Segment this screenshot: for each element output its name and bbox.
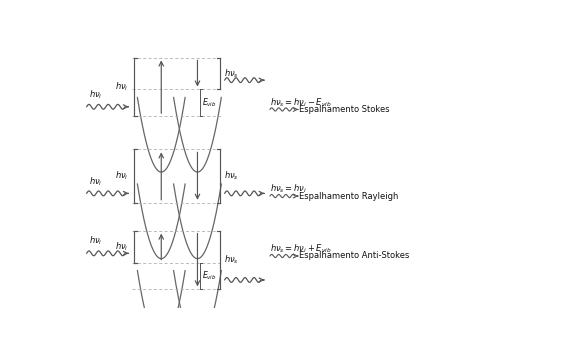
Text: $h\nu_s = h\nu_i + E_{vib}$: $h\nu_s = h\nu_i + E_{vib}$ (270, 243, 332, 255)
Text: $h\nu_i$: $h\nu_i$ (115, 81, 128, 93)
Text: Espalhamento Stokes: Espalhamento Stokes (299, 105, 390, 114)
Text: $h\nu_i$: $h\nu_i$ (89, 89, 102, 101)
Text: $h\nu_i$: $h\nu_i$ (115, 170, 128, 182)
Text: Espalhamento Anti-Stokes: Espalhamento Anti-Stokes (299, 252, 409, 261)
Text: $h\nu_s$: $h\nu_s$ (224, 254, 239, 266)
Text: $E_{vib}$: $E_{vib}$ (203, 97, 217, 109)
Text: $h\nu_i$: $h\nu_i$ (89, 175, 102, 188)
Text: $h\nu_i$: $h\nu_i$ (89, 235, 102, 247)
Text: $E_{vib}$: $E_{vib}$ (203, 270, 217, 282)
Text: $h\nu_i$: $h\nu_i$ (115, 240, 128, 253)
Text: $h\nu_s$: $h\nu_s$ (224, 67, 239, 80)
Text: $h\nu_s = h\nu_i - E_{vib}$: $h\nu_s = h\nu_i - E_{vib}$ (270, 96, 332, 109)
Text: Espalhamento Rayleigh: Espalhamento Rayleigh (299, 192, 399, 201)
Text: $h\nu_s = h\nu_i$: $h\nu_s = h\nu_i$ (270, 183, 307, 195)
Text: $h\nu_s$: $h\nu_s$ (224, 170, 239, 182)
